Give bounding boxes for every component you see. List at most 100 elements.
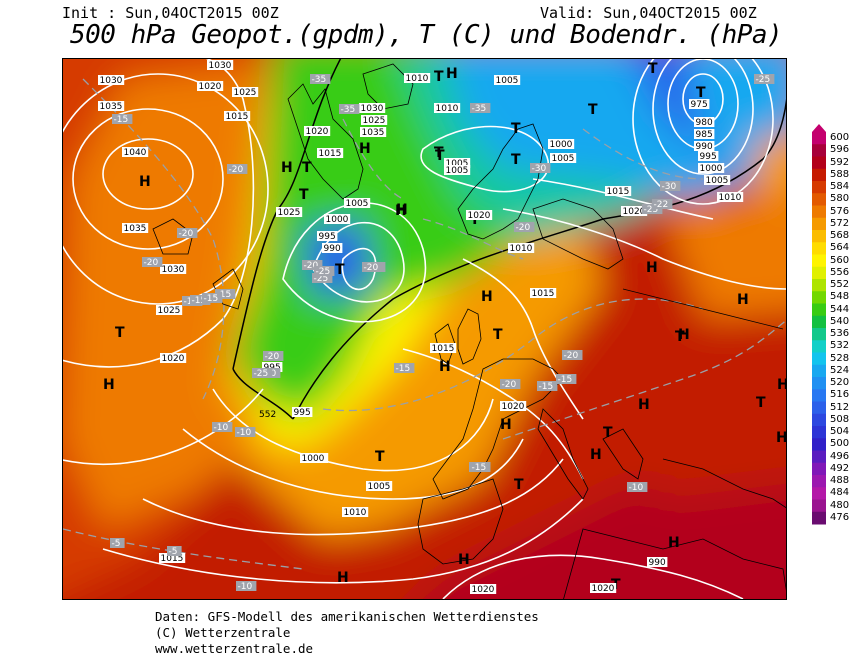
pressure-high-label: H (590, 447, 602, 463)
legend-value: 596 (830, 144, 850, 156)
legend-swatch (812, 511, 826, 525)
legend-swatch (812, 499, 826, 513)
pressure-high-label: H (638, 397, 650, 413)
isobar-label: 1010 (344, 508, 367, 518)
pressure-high-label: H (668, 535, 680, 551)
legend-value: 600 (830, 132, 850, 144)
legend-value: 572 (830, 217, 850, 229)
legend-swatch (812, 450, 826, 464)
isobar-label: 1000 (550, 140, 573, 150)
isobar-label: 990 (324, 244, 341, 254)
isotherm-label: -22 (654, 200, 669, 210)
legend-value: 588 (830, 168, 850, 180)
isobar-label: 1005 (706, 176, 729, 186)
legend-value: 508 (830, 413, 850, 425)
legend-swatch (812, 266, 826, 280)
isotherm-label: -15 (192, 296, 207, 306)
legend-swatch (812, 230, 826, 243)
isotherm-label: -20 (516, 223, 531, 233)
isobar-label: 1035 (100, 102, 123, 112)
copyright: (C) Wetterzentrale (155, 625, 291, 640)
pressure-low-label: T (434, 69, 444, 85)
legend-swatch (812, 254, 826, 268)
legend-value: 552 (830, 279, 850, 291)
isotherm-label: -10 (629, 483, 644, 493)
isobar-label: 1015 (319, 149, 342, 159)
isotherm-label: -35 (312, 75, 327, 85)
isobar-label: 990 (649, 558, 666, 568)
pressure-high-label: H (678, 327, 690, 343)
pressure-low-label: T (588, 102, 598, 118)
isobar-label: 1010 (406, 74, 429, 84)
isobar-label: 1035 (362, 128, 385, 138)
legend-bar (812, 124, 826, 525)
pressure-high-label: H (776, 430, 787, 446)
pressure-high-label: H (139, 174, 151, 190)
isobar-label: 980 (696, 118, 713, 128)
isotherm-label: -20 (502, 380, 517, 390)
pressure-low-label: T (335, 262, 345, 278)
legend-swatch (812, 389, 826, 402)
pressure-high-label: H (395, 203, 407, 219)
legend-value: 536 (830, 328, 850, 340)
legend-value: 564 (830, 242, 850, 254)
isotherm-label: -10 (214, 423, 229, 433)
pressure-low-label: T (115, 325, 125, 341)
isobar-label: 985 (696, 130, 713, 140)
isotherm-label: -15 (472, 463, 487, 473)
legend-swatch (812, 156, 826, 170)
pressure-high-label: H (777, 377, 787, 393)
isobar-label: 1005 (346, 199, 369, 209)
legend-value: 584 (830, 181, 850, 193)
legend-value: 496 (830, 450, 850, 462)
legend-value: 504 (830, 426, 850, 438)
pressure-high-label: H (281, 160, 293, 176)
isobar-label: 1025 (234, 88, 257, 98)
isotherm-label: -20 (265, 352, 280, 362)
isotherm-label: -20 (564, 351, 579, 361)
legend-value: 480 (830, 499, 850, 511)
isobar-label: 1020 (592, 584, 615, 594)
isobar-label: 1005 (446, 159, 469, 169)
isobar-label: 1025 (158, 306, 181, 316)
legend-value: 548 (830, 291, 850, 303)
pressure-low-label: T (375, 449, 385, 465)
isobar-label: 1015 (432, 344, 455, 354)
pressure-high-label: H (103, 377, 115, 393)
pressure-high-label: H (458, 552, 470, 568)
legend-value: 484 (830, 487, 850, 499)
legend-swatch (812, 413, 826, 427)
init-time: Init : Sun,04OCT2015 00Z (62, 4, 279, 22)
legend-value: 488 (830, 475, 850, 487)
isobar-label: 1020 (199, 82, 222, 92)
isotherm-label: -15 (204, 294, 219, 304)
pressure-low-label: T (493, 327, 503, 343)
isotherm-label: -30 (662, 182, 677, 192)
legend-swatch (812, 438, 826, 451)
legend-value: 500 (830, 438, 850, 450)
legend-swatch (812, 168, 826, 182)
isobar-label: 1035 (124, 224, 147, 234)
isobar-label: 1000 (700, 164, 723, 174)
isobar-label: 1015 (532, 289, 555, 299)
isobar-label: 1010 (436, 104, 459, 114)
isobar-label: 1025 (363, 116, 386, 126)
pressure-high-label: H (337, 570, 349, 586)
isobar-label: 1005 (446, 166, 469, 176)
isobar-label: 1015 (161, 554, 184, 564)
legend-swatch (812, 181, 826, 194)
legend-swatch (812, 279, 826, 292)
isotherm-label: -15 (539, 382, 554, 392)
legend-swatch (812, 340, 826, 353)
color-legend (812, 124, 826, 525)
isobar-label: 1020 (162, 354, 185, 364)
isobar-label: 1030 (100, 76, 123, 86)
valid-time: Valid: Sun,04OCT2015 00Z (540, 4, 757, 22)
pressure-high-label: H (646, 260, 658, 276)
legend-value: 516 (830, 389, 850, 401)
website: www.wetterzentrale.de (155, 641, 314, 656)
isobar-label: 995 (700, 152, 717, 162)
legend-swatch (812, 364, 826, 378)
legend-value: 492 (830, 462, 850, 474)
legend-value: 560 (830, 254, 850, 266)
